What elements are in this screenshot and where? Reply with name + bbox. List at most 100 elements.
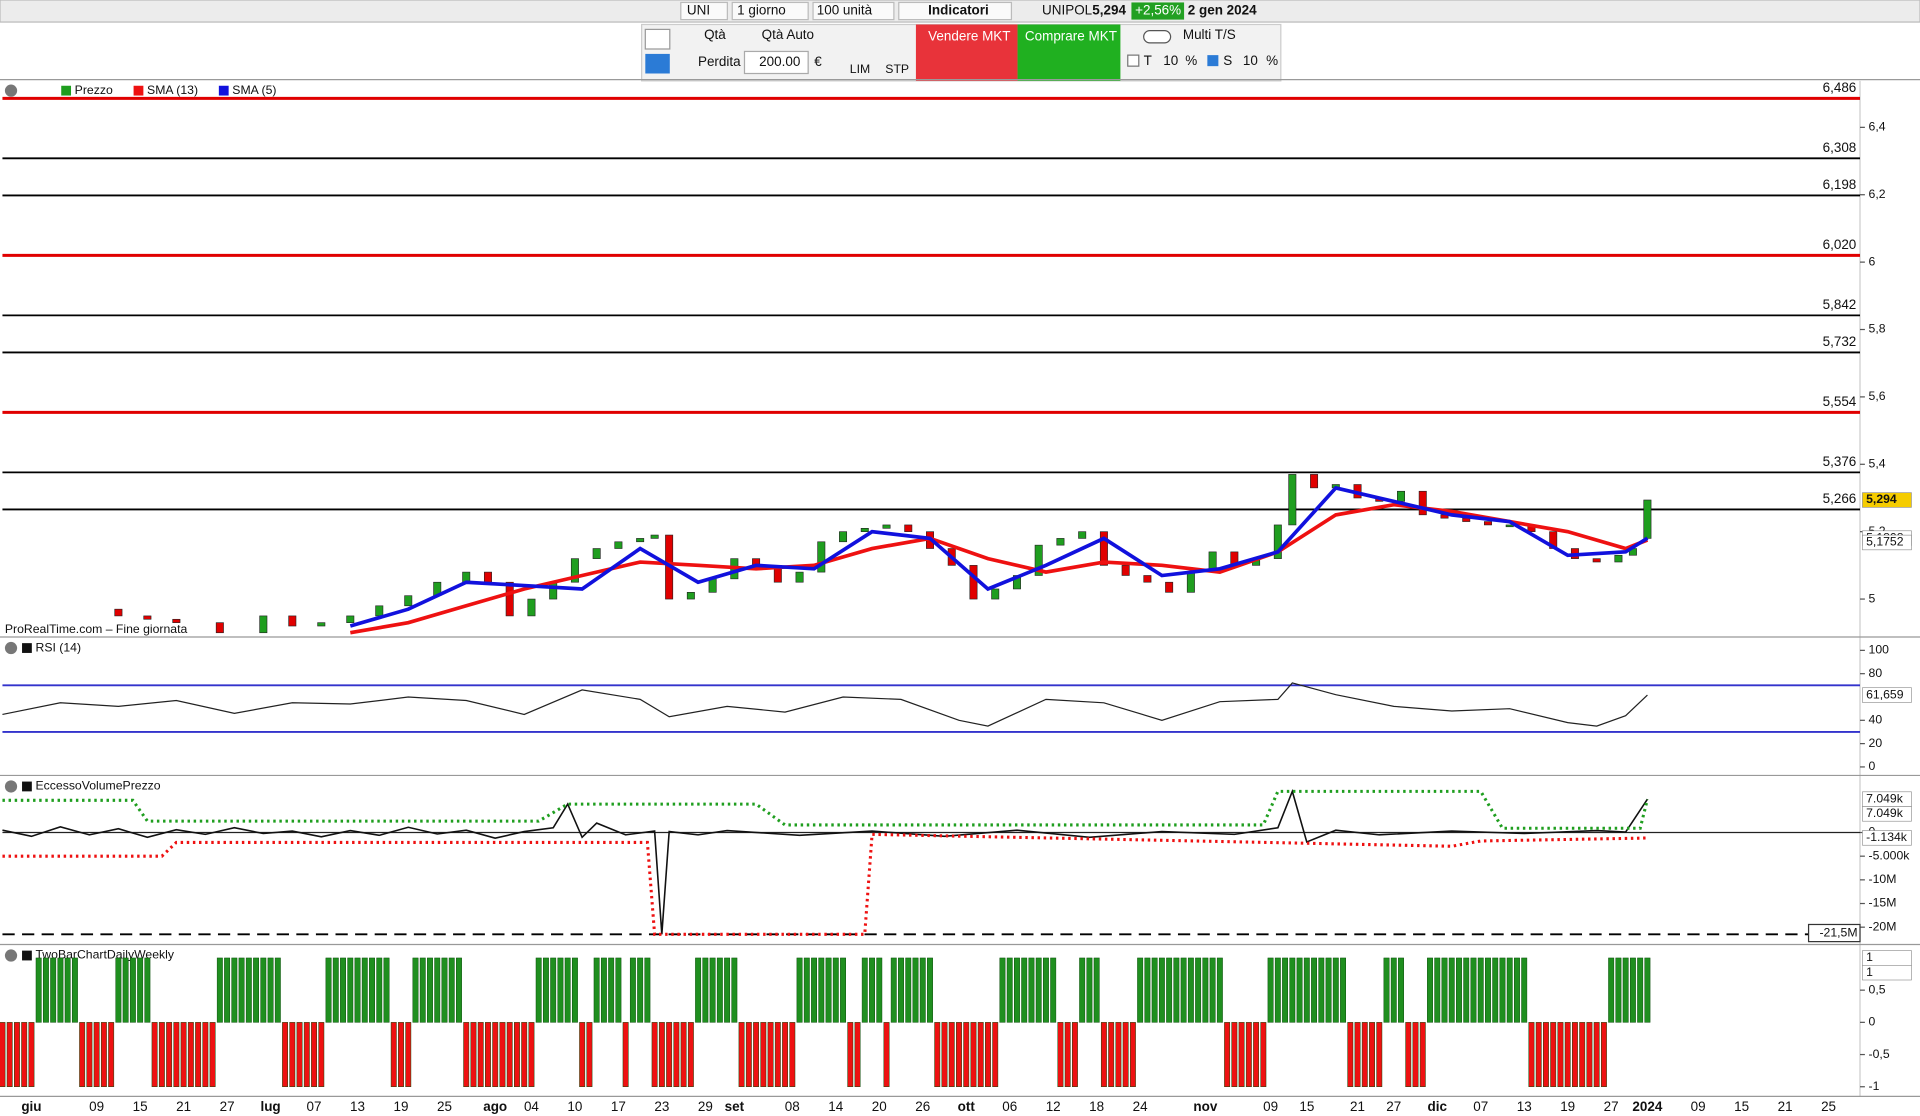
signal-bar [825, 957, 832, 1023]
signal-bar [470, 1022, 477, 1087]
signal-bar [1340, 957, 1346, 1023]
x-tick-label: 20 [872, 1099, 887, 1114]
y-tick-label: -0,5 [1869, 1047, 1890, 1061]
signal-bar [405, 1022, 412, 1087]
signal-bar [1354, 1022, 1361, 1087]
signal-bar [42, 957, 49, 1023]
signal-bar [919, 957, 926, 1023]
settings-button[interactable] [644, 28, 671, 50]
x-tick-label: 15 [133, 1099, 148, 1114]
signal-bar [216, 957, 223, 1023]
signal-bar [970, 1022, 977, 1087]
t-value: 10 [1163, 53, 1178, 68]
signal-bar [586, 1022, 593, 1087]
value-tag-label: 7.049k [1866, 791, 1904, 805]
y-tick-label: 5,8 [1869, 322, 1886, 336]
loss-input[interactable] [743, 50, 809, 75]
signal-bar [28, 1022, 35, 1087]
signal-bar [1550, 1022, 1557, 1087]
x-tick-label: giu [21, 1099, 41, 1114]
signal-bar [1296, 957, 1303, 1023]
t-checkbox[interactable] [1127, 54, 1140, 67]
x-tick-label: 17 [611, 1099, 626, 1114]
signal-bar [6, 1022, 13, 1087]
signal-bar [35, 957, 42, 1023]
signal-bar [1115, 1022, 1122, 1087]
y-tick-label: 80 [1869, 666, 1883, 680]
lim-button[interactable]: LIM [850, 62, 870, 76]
signal-bar [0, 1022, 6, 1087]
x-tick-label: 24 [1133, 1099, 1148, 1114]
legend-label: TwoBarChartDailyWeekly [36, 948, 175, 962]
signal-bar [564, 957, 571, 1023]
x-tick-label: 06 [1002, 1099, 1017, 1114]
signal-bar [622, 1022, 629, 1087]
value-tag [1862, 830, 1912, 846]
signal-bar [1470, 957, 1477, 1023]
toggle[interactable] [1143, 30, 1172, 44]
signal-bar [1129, 1022, 1136, 1087]
sell-button[interactable] [915, 24, 1018, 81]
signal-bar [347, 957, 354, 1023]
x-tick-label: 21 [1350, 1099, 1365, 1114]
y-tick-label: 6,2 [1869, 187, 1886, 201]
signal-bar [376, 957, 383, 1023]
signal-bar [311, 1022, 317, 1087]
value-tag [1862, 687, 1912, 703]
x-tick-label: 26 [915, 1099, 930, 1114]
multi-ts: Multi T/S [1183, 27, 1236, 42]
units-select[interactable] [812, 1, 895, 21]
x-tick-label: ott [958, 1099, 976, 1114]
s-checkbox[interactable] [1207, 55, 1219, 67]
candle [143, 615, 152, 620]
legend-label: SMA (5) [232, 83, 276, 97]
signal-bar [282, 1022, 289, 1087]
x-tick-label: 13 [1517, 1099, 1532, 1114]
signal-bar [557, 957, 564, 1023]
signal-bar [876, 957, 883, 1023]
candle [483, 571, 492, 583]
y-tick-label: -20M [1869, 919, 1897, 933]
signal-bar [1238, 1022, 1245, 1087]
keyboard-button[interactable] [645, 53, 670, 74]
series-line [2, 788, 1649, 935]
signal-bar [1419, 1022, 1426, 1087]
signal-bar [115, 957, 122, 1023]
signal-bar [977, 1022, 984, 1087]
signal-bar [1376, 1022, 1383, 1087]
period: 1 giorno [737, 3, 786, 18]
signal-bar [1506, 957, 1513, 1023]
period-select[interactable] [731, 1, 809, 21]
symbol-select[interactable] [680, 1, 728, 21]
signal-bar [629, 957, 636, 1023]
value-tag [1862, 492, 1912, 508]
signal-bar [985, 1022, 991, 1087]
signal-bar [1137, 957, 1144, 1023]
buy-button[interactable] [1017, 24, 1121, 81]
signal-bar [1043, 957, 1049, 1023]
signal-bar [1071, 1022, 1078, 1087]
x-tick-label: 09 [1691, 1099, 1706, 1114]
value-tag-label: 1 [1866, 950, 1873, 964]
y-tick-label: 0 [1869, 1015, 1876, 1029]
signal-bar [521, 1022, 528, 1087]
signal-bar [1615, 957, 1622, 1023]
units: 100 unità [817, 3, 873, 18]
indicators-button[interactable] [898, 1, 1013, 21]
signal-bar [695, 957, 702, 1023]
signal-bar [1050, 957, 1057, 1023]
stp-button[interactable]: STP [885, 62, 909, 76]
loss-value: 200.00 [759, 54, 800, 69]
x-tick-label: 13 [350, 1099, 365, 1114]
signal-bar [122, 957, 129, 1023]
x-tick-label: 07 [307, 1099, 322, 1114]
signal-bar [1108, 1022, 1115, 1087]
signal-bar [463, 1022, 470, 1087]
signal-bar [637, 957, 644, 1023]
level-label-box [1807, 923, 1861, 943]
signal-bar [1006, 957, 1013, 1023]
y-tick-label: -1 [1869, 1079, 1880, 1093]
signal-bar [224, 957, 231, 1023]
signal-bar [325, 957, 332, 1023]
signal-bar [202, 1022, 209, 1087]
